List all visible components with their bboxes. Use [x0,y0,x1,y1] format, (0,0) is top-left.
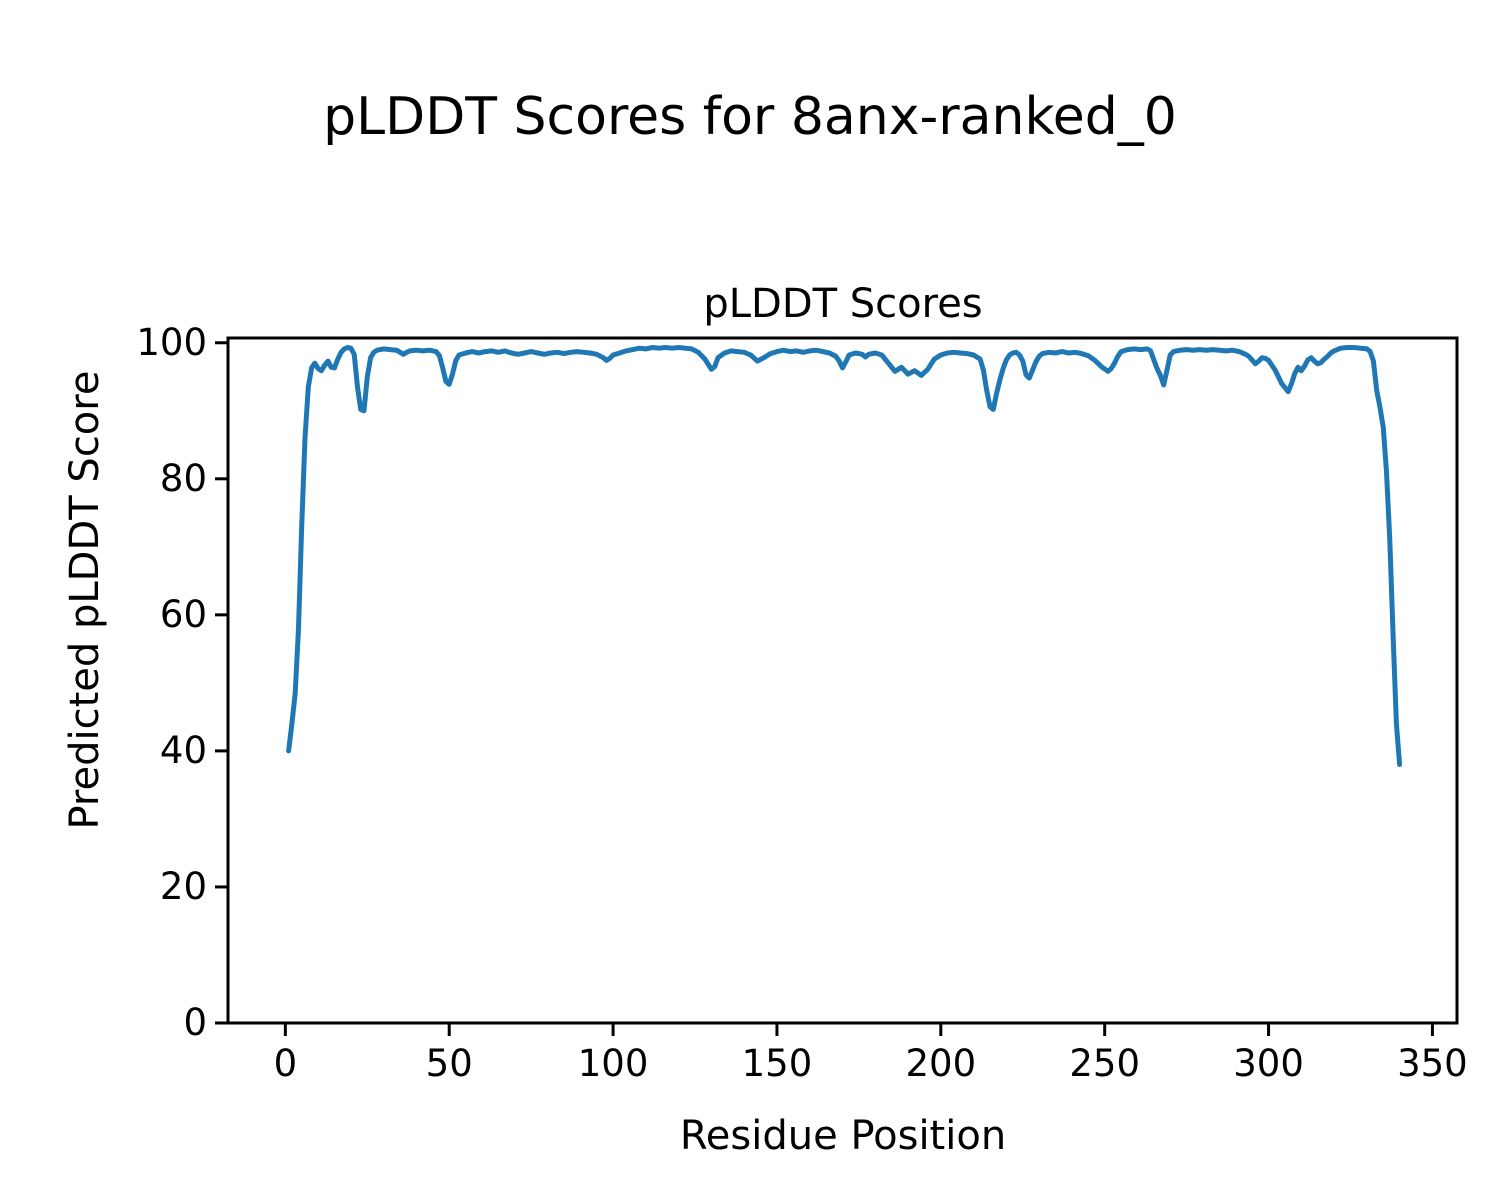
x-tick-label: 100 [577,1042,649,1085]
x-tick-label: 250 [1069,1042,1140,1085]
x-tick-label: 350 [1397,1042,1468,1085]
y-tick-label: 40 [159,728,207,772]
figure-title: pLDDT Scores for 8anx-ranked_0 [323,87,1177,147]
x-tick-label: 50 [425,1042,473,1085]
x-tick-label: 200 [905,1042,977,1085]
y-tick-label: 0 [183,1001,207,1044]
y-tick-label: 80 [159,456,207,500]
plddt-line [286,345,1403,767]
plot-border [226,336,1459,1025]
x-tick-label: 300 [1233,1042,1304,1085]
y-tick-label: 20 [159,864,207,908]
x-tick-label: 0 [273,1042,298,1085]
x-axis-label: Residue Position [679,1113,1007,1159]
axes-title: pLDDT Scores [703,281,983,327]
y-tick-label: 100 [136,320,207,364]
y-tick-label: 60 [159,592,207,636]
x-tick-label: 150 [741,1042,813,1085]
